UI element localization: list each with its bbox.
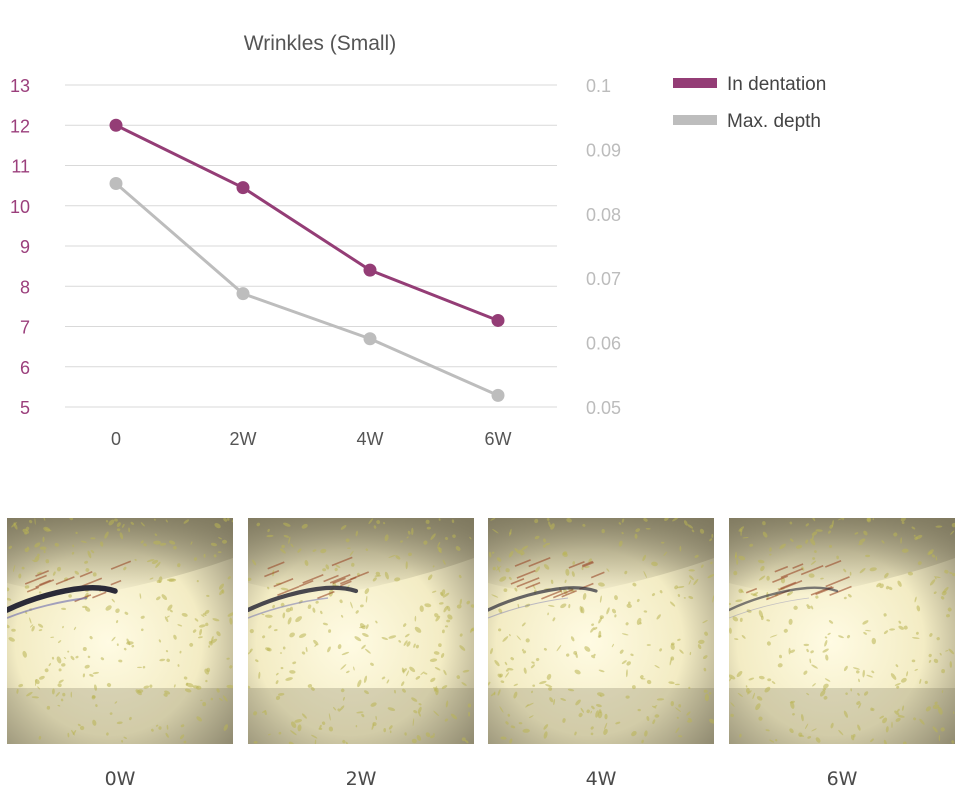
data-point-in-dentation — [236, 181, 250, 195]
legend-label-max-depth: Max. depth — [727, 111, 821, 132]
right-tick-label: 0.07 — [586, 269, 621, 289]
x-tick-label: 6W — [485, 429, 512, 449]
data-point-max-depth — [236, 287, 250, 301]
photo-4w — [488, 518, 714, 744]
left-tick-label: 9 — [20, 237, 30, 257]
left-axis-ticks: 5 6 7 8 9 10 11 12 13 — [10, 76, 30, 418]
data-point-in-dentation — [491, 313, 505, 327]
left-tick-label: 11 — [11, 157, 30, 177]
legend-swatch-in-dentation — [673, 78, 717, 88]
left-tick-label: 7 — [20, 318, 30, 338]
photo-2w — [248, 518, 474, 744]
left-tick-label: 10 — [10, 197, 30, 217]
legend-swatch-max-depth — [673, 115, 717, 125]
left-tick-label: 8 — [20, 277, 30, 297]
data-point-max-depth — [363, 332, 377, 346]
series-line-max-depth — [115, 182, 499, 397]
data-point-in-dentation — [109, 118, 123, 132]
photo-label-2w: 2W — [345, 768, 377, 790]
gridlines — [65, 84, 557, 408]
photo-label-0w: 0W — [104, 768, 136, 790]
legend-label-in-dentation: In dentation — [727, 74, 826, 95]
right-tick-label: 0.06 — [586, 334, 621, 354]
skin-macro-image — [488, 518, 714, 744]
left-tick-label: 6 — [20, 358, 30, 378]
photo-0w — [7, 518, 233, 744]
left-tick-label: 12 — [10, 116, 30, 136]
series-layer — [109, 118, 505, 402]
data-point-max-depth — [109, 177, 123, 191]
left-tick-label: 5 — [20, 398, 30, 418]
left-tick-label: 13 — [10, 76, 30, 96]
x-tick-label: 2W — [230, 429, 257, 449]
x-tick-label: 4W — [357, 429, 384, 449]
skin-macro-image — [7, 518, 233, 744]
x-tick-label: 0 — [111, 429, 121, 449]
right-tick-label: 0.1 — [586, 76, 611, 96]
chart-title: Wrinkles (Small) — [244, 32, 396, 55]
data-point-in-dentation — [363, 263, 377, 277]
right-tick-label: 0.09 — [586, 140, 621, 160]
skin-macro-image — [729, 518, 955, 744]
series-line-in-dentation — [115, 123, 499, 322]
data-point-max-depth — [491, 388, 505, 402]
right-tick-label: 0.08 — [586, 205, 621, 225]
right-tick-label: 0.05 — [586, 398, 621, 418]
photo-6w — [729, 518, 955, 744]
x-axis-ticks: 0 2W 4W 6W — [111, 429, 512, 449]
right-axis-ticks: 0.05 0.06 0.07 0.08 0.09 0.1 — [586, 76, 621, 418]
photo-label-6w: 6W — [826, 768, 858, 790]
photo-label-4w: 4W — [585, 768, 617, 790]
skin-macro-image — [248, 518, 474, 744]
legend: In dentation Max. depth — [673, 74, 826, 132]
